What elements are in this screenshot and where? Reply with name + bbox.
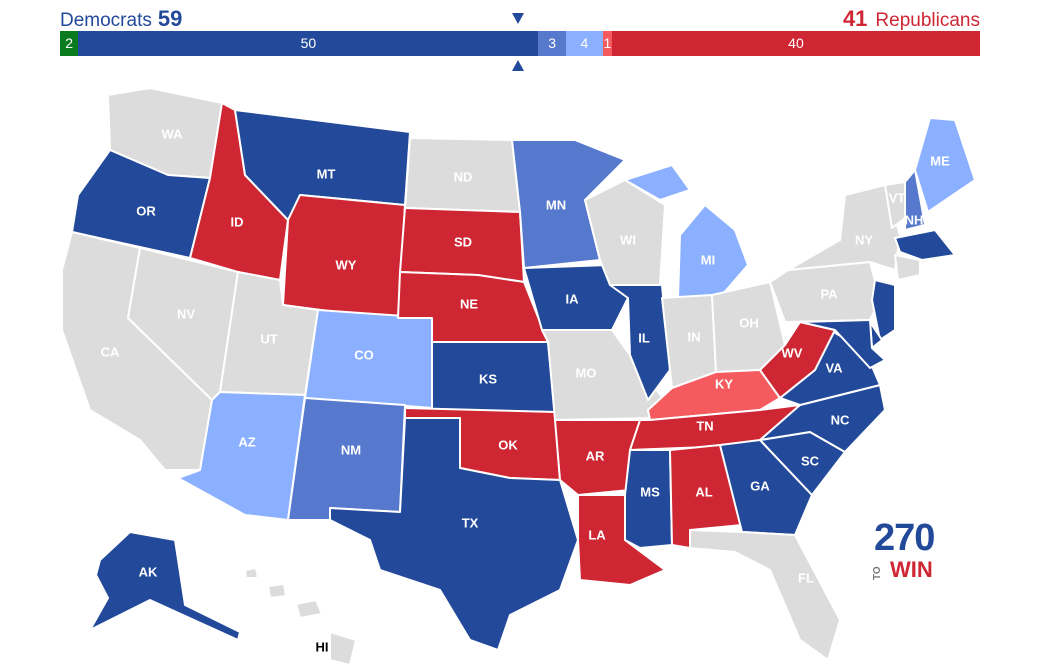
state-label-ca: CA — [101, 344, 120, 359]
bar-segment-safe_r: 40 — [611, 31, 980, 56]
state-label-wa: WA — [162, 126, 184, 141]
state-label-la: LA — [588, 527, 606, 542]
state-label-ia: IA — [566, 291, 580, 306]
state-label-az: AZ — [238, 434, 255, 449]
state-label-ut: UT — [260, 331, 277, 346]
democrats-header: Democrats 59 — [60, 6, 182, 32]
state-label-il: IL — [638, 330, 650, 345]
majority-marker-top-icon — [512, 13, 524, 24]
state-label-nh: NH — [905, 212, 924, 227]
state-label-tx: TX — [462, 515, 479, 530]
state-label-vt: VT — [889, 190, 906, 205]
state-label-mi: MI — [701, 252, 715, 267]
state-label-me: ME — [930, 153, 950, 168]
state-md[interactable] — [799, 319, 886, 369]
state-tx[interactable] — [329, 417, 579, 651]
state-label-or: OR — [136, 203, 156, 218]
state-ny[interactable] — [787, 184, 901, 271]
state-label-mo: MO — [576, 365, 597, 380]
logo-win: WIN — [890, 557, 933, 582]
state-label-wi: WI — [620, 232, 636, 247]
majority-marker-bottom-icon — [512, 60, 524, 71]
state-label-hi: HI — [316, 639, 329, 654]
state-ga[interactable] — [719, 439, 813, 536]
state-label-sc: SC — [801, 453, 820, 468]
state-label-ok: OK — [498, 437, 518, 452]
state-ma[interactable] — [894, 229, 956, 261]
state-ia[interactable] — [523, 264, 629, 331]
state-label-va: VA — [825, 360, 843, 375]
state-label-oh: OH — [739, 315, 759, 330]
state-label-mt: MT — [317, 166, 336, 181]
state-label-nv: NV — [177, 306, 195, 321]
state-label-ne: NE — [460, 296, 478, 311]
state-label-ms: MS — [640, 484, 660, 499]
bar-segment-lean_d: 4 — [565, 31, 603, 56]
democrats-label: Democrats — [60, 10, 152, 31]
state-label-wy: WY — [336, 257, 357, 272]
state-label-mn: MN — [546, 197, 566, 212]
state-label-fl: FL — [798, 570, 814, 585]
state-ak[interactable] — [89, 531, 241, 641]
bar-segment-ind: 2 — [60, 31, 79, 56]
state-label-ar: AR — [586, 448, 605, 463]
democrats-total: 59 — [157, 6, 183, 31]
state-label-ga: GA — [750, 478, 770, 493]
state-label-sd: SD — [454, 234, 472, 249]
state-label-ks: KS — [479, 371, 497, 386]
state-ar[interactable] — [554, 419, 641, 496]
state-label-ak: AK — [139, 564, 158, 579]
state-hi[interactable] — [244, 567, 357, 666]
bar-segment-lean_r: 1 — [602, 31, 612, 56]
state-ct[interactable] — [894, 254, 921, 281]
state-me[interactable] — [914, 117, 976, 213]
270towin-logo[interactable]: 270 TO WIN — [872, 518, 952, 588]
state-label-nd: ND — [454, 169, 473, 184]
state-fl[interactable] — [689, 529, 841, 661]
state-il[interactable] — [609, 284, 671, 401]
bar-segment-likely_d: 3 — [538, 31, 566, 56]
state-label-id: ID — [231, 214, 244, 229]
state-label-pa: PA — [820, 286, 838, 301]
republicans-total: 41 — [842, 6, 868, 31]
state-nh[interactable] — [904, 169, 926, 231]
state-label-ny: NY — [855, 232, 873, 247]
state-label-nc: NC — [831, 412, 850, 427]
bar-segment-safe_d: 50 — [78, 31, 539, 56]
republicans-header: 41 Republicans — [843, 6, 980, 32]
state-label-co: CO — [354, 347, 374, 362]
logo-number: 270 — [874, 517, 935, 559]
state-label-nm: NM — [341, 442, 361, 457]
state-label-al: AL — [695, 484, 712, 499]
state-label-in: IN — [688, 329, 701, 344]
state-nj[interactable] — [871, 279, 896, 341]
state-label-tn: TN — [696, 418, 713, 433]
republicans-label: Republicans — [875, 10, 980, 31]
state-nm[interactable] — [287, 397, 406, 521]
state-label-ky: KY — [715, 376, 733, 391]
state-label-wv: WV — [782, 345, 803, 360]
logo-to: TO — [872, 566, 883, 580]
seat-balance-bar: 2 50 3 4 1 40 — [60, 31, 980, 56]
